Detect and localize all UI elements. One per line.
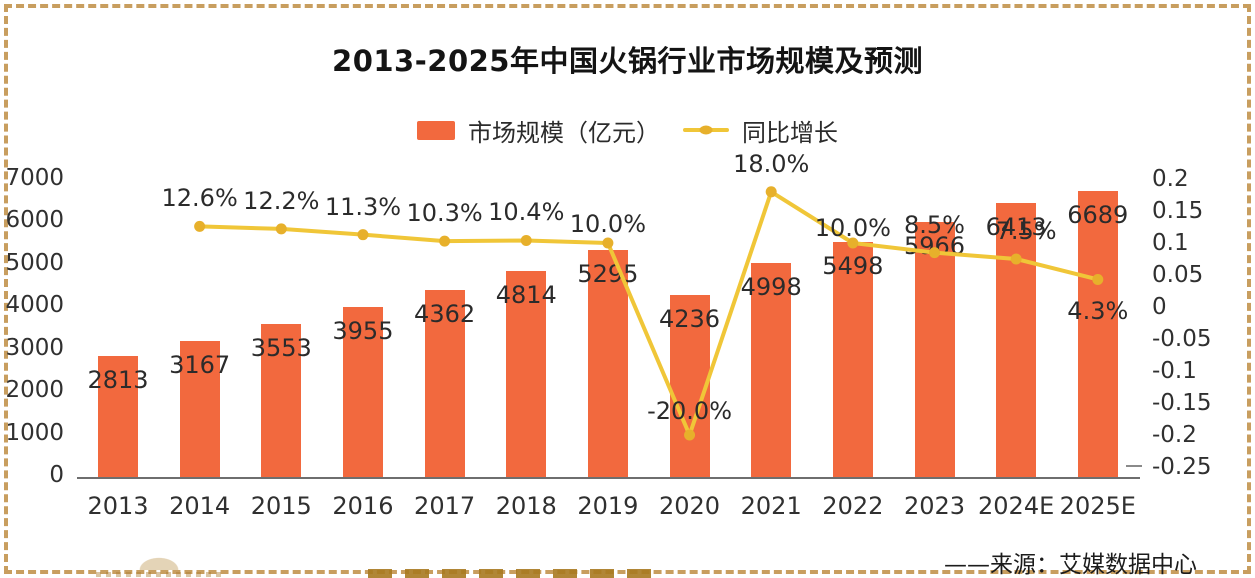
category-label: 2014 [169, 492, 231, 520]
right-axis-tick-label: 0.15 [1152, 198, 1204, 224]
source-note: ——来源：艾媒数据中心 [944, 552, 1197, 578]
bar-value-label: 4236 [659, 305, 721, 334]
growth-point-label: 11.3% [324, 192, 402, 221]
right-axis-tick-label: -0.25 [1152, 454, 1212, 480]
line-legend-swatch [683, 125, 729, 135]
left-axis-tick-label: 0 [49, 462, 64, 488]
line-marker [765, 186, 777, 198]
bar-value-label: 4814 [495, 280, 557, 309]
line-legend-label: 同比增长 [742, 118, 838, 147]
line-marker [847, 237, 859, 249]
bar-value-label: 5295 [577, 260, 639, 289]
bar-value-label: 6689 [1067, 201, 1129, 230]
category-label: 2018 [495, 492, 557, 520]
right-axis-tick-label: -0.2 [1152, 422, 1197, 448]
left-axis-tick-label: 5000 [5, 249, 64, 276]
bar-value-label: 3955 [332, 317, 394, 346]
bar [506, 270, 547, 477]
line-marker [1092, 273, 1104, 285]
bar [179, 340, 220, 477]
line-marker [684, 429, 696, 441]
bar-value-label: 3167 [169, 350, 231, 379]
category-label: 2022 [822, 492, 884, 520]
line-marker [929, 247, 940, 259]
bar-value-label: 5498 [822, 251, 884, 280]
category-label: 2016 [332, 492, 394, 520]
growth-point-label: 12.6% [161, 184, 238, 213]
bar-legend-label: 市场规模（亿元） [468, 118, 660, 147]
growth-point-label: 10.0% [814, 214, 891, 242]
bar-value-label: 4362 [414, 299, 476, 328]
right-axis-tick-label: 0.2 [1152, 166, 1189, 192]
bar-value-label: 4998 [740, 272, 802, 301]
left-axis-tick-label: 7000 [5, 165, 64, 191]
legend: 市场规模（亿元） 同比增长 [0, 116, 1255, 147]
bar [587, 250, 628, 477]
bar [751, 262, 792, 477]
x-axis-line [77, 477, 1140, 479]
growth-point-label: 10.3% [406, 199, 483, 228]
left-axis-tick-label: 2000 [5, 377, 64, 404]
category-label: 2017 [414, 492, 476, 520]
bar [98, 355, 138, 477]
chart-title: 2013-2025年中国火锅行业市场规模及预测 [332, 44, 923, 78]
right-axis-tick-label: -0.1 [1152, 358, 1197, 384]
growth-point-label: 7.5% [995, 217, 1057, 245]
category-label: 2023 [903, 492, 966, 520]
bar-legend-swatch [417, 120, 455, 140]
line-marker [602, 237, 614, 249]
left-axis-tick-label: 4000 [5, 292, 64, 319]
category-label: 2015 [250, 492, 312, 520]
bar-value-label: 6413 [985, 212, 1047, 241]
bar [914, 221, 955, 477]
right-axis-tick-label: -0.05 [1152, 326, 1212, 352]
bar [832, 241, 873, 477]
category-label: 2021 [740, 492, 802, 520]
left-axis-tick-label: 6000 [5, 207, 64, 234]
bar [669, 295, 710, 477]
category-label: 2013 [87, 492, 149, 520]
bar-value-label: 3553 [250, 334, 312, 363]
line-legend-marker-dot [699, 125, 713, 135]
right-axis-tick-label: -0.15 [1152, 390, 1212, 416]
line-marker [1010, 253, 1022, 265]
growth-point-label: -20.0% [647, 397, 732, 425]
right-axis-tick-label: 0.05 [1152, 262, 1204, 288]
bar [996, 202, 1037, 477]
line-marker [439, 235, 451, 247]
bar [261, 324, 302, 477]
category-label: 2020 [659, 492, 721, 520]
growth-line [197, 189, 1100, 437]
bar [1077, 191, 1118, 477]
category-label: 2025E [1059, 492, 1136, 520]
growth-point-label: 10.4% [488, 198, 565, 227]
category-label: 2019 [577, 492, 639, 520]
growth-point-label: 12.2% [243, 186, 320, 215]
right-axis-tick-label: 0.1 [1152, 230, 1189, 256]
left-axis-tick-label: 3000 [5, 334, 64, 361]
bar-value-label: 2813 [87, 365, 149, 394]
growth-point-label: 10.0% [569, 210, 647, 238]
line-marker [357, 229, 369, 241]
left-axis-tick-label: 1000 [5, 419, 64, 446]
right-axis-tick-mark [1126, 465, 1142, 467]
category-label: 2024E [978, 492, 1055, 520]
bar [342, 307, 383, 477]
right-axis-tick-label: 0 [1152, 294, 1167, 320]
line-marker [275, 223, 287, 235]
growth-point-label: 18.0% [733, 149, 810, 178]
growth-point-label: 4.3% [1067, 297, 1129, 326]
line-marker [520, 234, 532, 246]
growth-point-label: 8.5% [904, 210, 965, 239]
bar [424, 289, 465, 477]
line-marker [194, 220, 206, 232]
